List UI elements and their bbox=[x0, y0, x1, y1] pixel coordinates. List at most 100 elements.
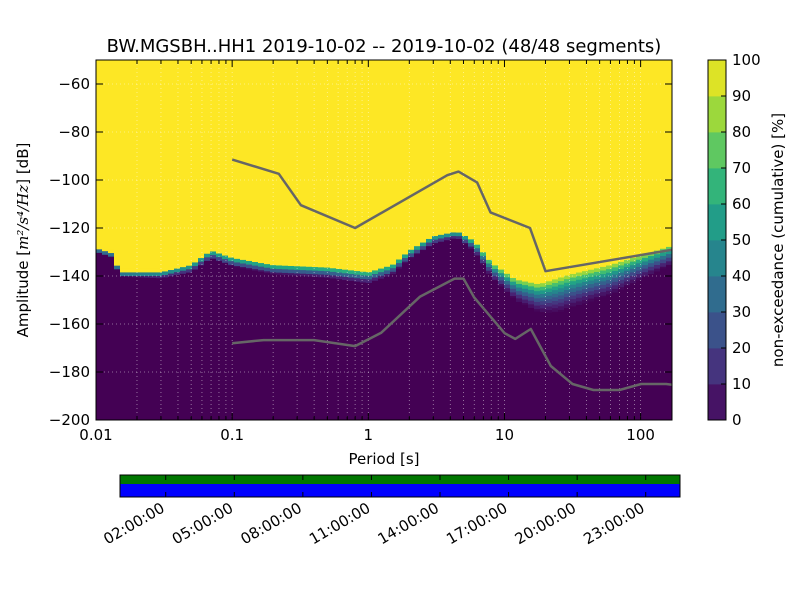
heatmap-column bbox=[486, 60, 493, 420]
colorbar-segment bbox=[708, 204, 726, 241]
heatmap-cell bbox=[534, 280, 541, 285]
heatmap-cell bbox=[546, 281, 553, 286]
heatmap-cell bbox=[366, 268, 373, 273]
heatmap-cell bbox=[288, 265, 295, 270]
used-data-coverage-band bbox=[120, 475, 680, 484]
heatmap-low-region bbox=[144, 277, 151, 420]
heatmap-cell bbox=[522, 292, 529, 297]
heatmap-cell bbox=[612, 278, 619, 283]
heatmap-cell bbox=[534, 294, 541, 299]
heatmap-cell bbox=[444, 233, 451, 238]
heatmap-column bbox=[210, 60, 217, 420]
timeline-tick-label: 14:00:00 bbox=[375, 499, 442, 548]
heatmap-cell bbox=[372, 273, 379, 278]
heatmap-low-region bbox=[558, 312, 565, 420]
heatmap-column bbox=[564, 60, 571, 420]
colorbar-tick-label: 40 bbox=[732, 267, 751, 285]
heatmap-cell bbox=[654, 257, 661, 262]
heatmap-column bbox=[450, 60, 457, 420]
heatmap-cell bbox=[522, 281, 529, 286]
heatmap-low-region bbox=[570, 307, 577, 420]
heatmap-cell bbox=[594, 286, 601, 291]
heatmap-column bbox=[534, 60, 541, 420]
heatmap-cell bbox=[534, 298, 541, 303]
heatmap-column bbox=[588, 60, 595, 420]
y-axis-label-suffix: ] [dB] bbox=[14, 143, 32, 185]
heatmap-high-region bbox=[276, 60, 283, 263]
heatmap-column bbox=[378, 60, 385, 420]
heatmap-column bbox=[186, 60, 193, 420]
heatmap-high-region bbox=[534, 60, 541, 281]
heatmap-cell bbox=[126, 272, 133, 277]
heatmap-cell bbox=[138, 272, 145, 277]
heatmap-cell bbox=[210, 255, 217, 260]
heatmap-cell bbox=[384, 273, 391, 278]
heatmap-high-region bbox=[234, 60, 241, 256]
heatmap-cell bbox=[540, 293, 547, 298]
heatmap-cell bbox=[606, 269, 613, 274]
heatmap-cell bbox=[630, 261, 637, 266]
heatmap-high-region bbox=[186, 60, 193, 263]
y-axis-ticks: −60 −80 −100 −120 −140 −160 −180 −200 bbox=[49, 75, 672, 429]
heatmap-column bbox=[528, 60, 535, 420]
heatmap-cell bbox=[546, 310, 553, 315]
colorbar-tick-label: 50 bbox=[732, 231, 751, 249]
heatmap-cell bbox=[456, 232, 463, 237]
heatmap-column bbox=[174, 60, 181, 420]
colorbar-tick-label: 80 bbox=[732, 123, 751, 141]
heatmap-cell bbox=[390, 271, 397, 276]
heatmap-low-region bbox=[474, 255, 481, 420]
heatmap-low-region bbox=[174, 275, 181, 420]
heatmap-cell bbox=[642, 261, 649, 266]
heatmap-high-region bbox=[426, 60, 433, 236]
heatmap-cell bbox=[132, 268, 139, 273]
heatmap-cell bbox=[546, 306, 553, 311]
heatmap-cell bbox=[480, 255, 487, 260]
heatmap-cell bbox=[210, 247, 217, 252]
heatmap-low-region bbox=[348, 280, 355, 420]
heatmap-low-region bbox=[396, 268, 403, 420]
heatmap-high-region bbox=[240, 60, 247, 257]
heatmap-low-region bbox=[582, 303, 589, 420]
heatmap-cell bbox=[402, 250, 409, 255]
heatmap-low-region bbox=[138, 277, 145, 420]
heatmap-cell bbox=[186, 265, 193, 270]
heatmap-column bbox=[300, 60, 307, 420]
heatmap-column bbox=[480, 60, 487, 420]
heatmap-cell bbox=[564, 279, 571, 284]
heatmap-low-region bbox=[564, 309, 571, 420]
heatmap-cell bbox=[138, 268, 145, 273]
heatmap-cell bbox=[342, 276, 349, 281]
heatmap-cell bbox=[600, 277, 607, 282]
heatmap-high-region bbox=[648, 60, 655, 250]
heatmap-column bbox=[156, 60, 163, 420]
heatmap-high-region bbox=[588, 60, 595, 267]
heatmap-cell bbox=[426, 238, 433, 243]
heatmap-cell bbox=[582, 296, 589, 301]
heatmap-cell bbox=[630, 272, 637, 277]
heatmap-cell bbox=[336, 272, 343, 277]
heatmap-cell bbox=[318, 263, 325, 268]
heatmap-cell bbox=[312, 263, 319, 268]
heatmap-cell bbox=[666, 250, 673, 255]
heatmap-cell bbox=[150, 272, 157, 277]
heatmap-cell bbox=[624, 277, 631, 282]
heatmap-cell bbox=[594, 289, 601, 294]
heatmap-column bbox=[366, 60, 373, 420]
heatmap-cell bbox=[600, 292, 607, 297]
heatmap-column bbox=[660, 60, 667, 420]
heatmap-cell bbox=[312, 270, 319, 275]
heatmap-cell bbox=[648, 248, 655, 253]
heatmap-high-region bbox=[288, 60, 295, 263]
heatmap-low-region bbox=[534, 311, 541, 420]
heatmap-cell bbox=[390, 264, 397, 269]
heatmap-cell bbox=[258, 259, 265, 264]
heatmap-cell bbox=[486, 270, 493, 275]
heatmap-high-region bbox=[390, 60, 397, 262]
heatmap-cell bbox=[654, 246, 661, 251]
heatmap-cell bbox=[504, 277, 511, 282]
heatmap-column bbox=[240, 60, 247, 420]
heatmap-high-region bbox=[480, 60, 487, 250]
heatmap-cell bbox=[552, 300, 559, 305]
